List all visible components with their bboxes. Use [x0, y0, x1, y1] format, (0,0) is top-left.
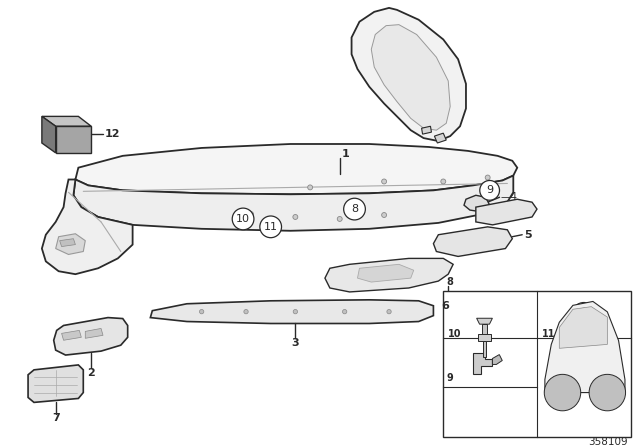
Circle shape	[244, 310, 248, 314]
Text: 7: 7	[52, 413, 60, 423]
Circle shape	[387, 310, 391, 314]
Circle shape	[381, 212, 387, 217]
Polygon shape	[60, 239, 76, 246]
Circle shape	[578, 308, 589, 320]
Circle shape	[308, 185, 312, 190]
Circle shape	[485, 175, 490, 180]
Circle shape	[232, 208, 254, 230]
Circle shape	[480, 181, 499, 200]
Text: 358109: 358109	[588, 437, 628, 447]
Circle shape	[200, 310, 204, 314]
Polygon shape	[85, 328, 103, 338]
Polygon shape	[422, 126, 431, 134]
Polygon shape	[61, 331, 81, 340]
Text: 9: 9	[486, 185, 493, 195]
Circle shape	[344, 198, 365, 220]
Polygon shape	[42, 116, 56, 153]
Polygon shape	[435, 133, 446, 143]
Polygon shape	[351, 8, 466, 141]
Polygon shape	[477, 334, 492, 341]
Polygon shape	[476, 199, 537, 225]
Circle shape	[589, 375, 625, 411]
Polygon shape	[477, 318, 492, 324]
Polygon shape	[473, 353, 492, 375]
Text: 10: 10	[236, 214, 250, 224]
Polygon shape	[358, 264, 413, 282]
Polygon shape	[545, 302, 625, 392]
Polygon shape	[150, 300, 433, 323]
Circle shape	[248, 211, 253, 216]
Circle shape	[544, 375, 580, 411]
Circle shape	[293, 215, 298, 220]
Text: 11: 11	[542, 329, 556, 339]
Circle shape	[337, 216, 342, 221]
Polygon shape	[492, 354, 502, 364]
Polygon shape	[325, 258, 453, 292]
Text: 3: 3	[292, 338, 299, 348]
Bar	[444, 291, 630, 437]
Polygon shape	[483, 341, 486, 357]
Polygon shape	[464, 195, 490, 212]
Polygon shape	[74, 176, 513, 231]
Text: 1: 1	[342, 149, 349, 159]
Text: 11: 11	[264, 222, 278, 232]
Text: 2: 2	[87, 368, 95, 378]
Polygon shape	[42, 180, 132, 274]
Circle shape	[381, 179, 387, 184]
Polygon shape	[28, 365, 83, 402]
Polygon shape	[76, 144, 517, 194]
Text: —4: —4	[500, 192, 518, 202]
Text: 8: 8	[351, 204, 358, 214]
Polygon shape	[433, 227, 513, 256]
Polygon shape	[481, 324, 488, 334]
Circle shape	[342, 310, 347, 314]
Text: 8: 8	[446, 277, 453, 287]
Polygon shape	[56, 234, 85, 254]
Circle shape	[293, 310, 298, 314]
Text: 12: 12	[105, 129, 120, 139]
Polygon shape	[559, 306, 607, 348]
Polygon shape	[54, 318, 127, 355]
Polygon shape	[56, 126, 91, 153]
Circle shape	[572, 302, 596, 326]
Text: 6: 6	[442, 301, 449, 311]
Text: 10: 10	[448, 329, 461, 339]
Polygon shape	[42, 116, 91, 126]
Circle shape	[260, 216, 282, 238]
Text: 5: 5	[524, 230, 532, 240]
Circle shape	[441, 179, 445, 184]
Polygon shape	[371, 25, 450, 130]
Text: 9: 9	[446, 373, 453, 383]
